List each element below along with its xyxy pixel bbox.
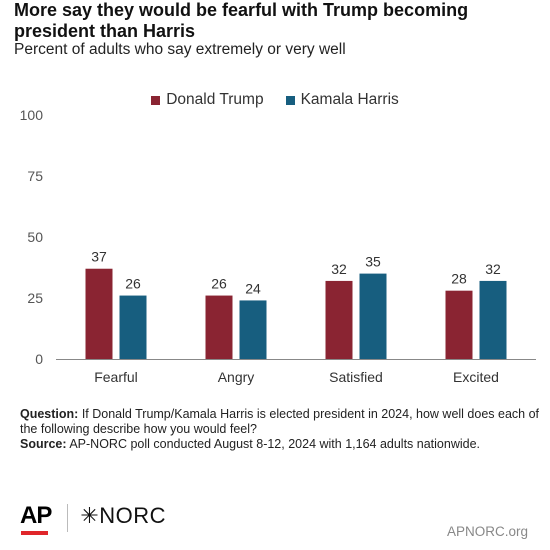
bar-value-label: 24 — [245, 280, 261, 296]
bar-value-label: 26 — [125, 276, 141, 292]
legend-label-harris: Kamala Harris — [300, 91, 399, 108]
y-tick-label: 25 — [27, 290, 43, 306]
footer-logos: AP ✳NORC — [20, 502, 166, 536]
bar-value-label: 32 — [485, 261, 501, 277]
ap-logo: AP — [20, 502, 52, 535]
source-label: Source: — [20, 437, 67, 451]
question-label: Question: — [20, 407, 79, 421]
site-url: APNORC.org — [446, 524, 528, 539]
bar-value-label: 28 — [451, 271, 467, 287]
x-tick-label: Angry — [218, 369, 255, 385]
legend-label-trump: Donald Trump — [166, 91, 264, 108]
source-text: AP-NORC poll conducted August 8-12, 2024… — [69, 437, 481, 451]
bar-value-label: 37 — [91, 249, 107, 265]
chart-note: Question: If Donald Trump/Kamala Harris … — [20, 407, 540, 452]
legend-swatch-trump — [151, 95, 161, 105]
y-tick-label: 50 — [27, 229, 43, 245]
legend: Donald Trump Kamala Harris — [0, 91, 550, 109]
y-tick-label: 0 — [35, 351, 43, 367]
bar-chart: 0 25 50 75 100 37 26 26 24 32 35 28 32 Fearful Angry… — [20, 107, 536, 385]
bar — [325, 280, 353, 359]
x-tick-label: Satisfied — [329, 369, 383, 385]
y-tick-label: 100 — [20, 107, 44, 123]
bar — [445, 290, 473, 359]
bar — [479, 280, 507, 359]
x-tick-label: Excited — [453, 369, 499, 385]
chart-title: More say they would be fearful with Trum… — [14, 0, 469, 41]
ap-logo-bar — [21, 531, 48, 535]
bars: 37 26 26 24 32 35 28 32 — [85, 249, 507, 359]
chart-subtitle: Percent of adults who say extremely or v… — [14, 41, 346, 58]
bar — [119, 295, 147, 359]
legend-item-harris: Kamala Harris — [285, 91, 399, 109]
y-tick-label: 75 — [27, 168, 43, 184]
bar — [205, 295, 233, 359]
bar-value-label: 35 — [365, 254, 381, 270]
bar — [85, 268, 113, 359]
bar-value-label: 32 — [331, 261, 347, 277]
legend-item-trump: Donald Trump — [151, 91, 264, 109]
source-note: Source: AP-NORC poll conducted August 8-… — [20, 437, 540, 452]
question-note: Question: If Donald Trump/Kamala Harris … — [20, 407, 540, 437]
logo-divider — [67, 504, 69, 532]
x-axis: Fearful Angry Satisfied Excited — [56, 359, 536, 385]
legend-swatch-harris — [285, 95, 295, 105]
y-axis: 0 25 50 75 100 — [20, 107, 44, 367]
norc-logo: ✳NORC — [80, 503, 167, 528]
question-text: If Donald Trump/Kamala Harris is elected… — [20, 407, 540, 436]
bar — [239, 300, 267, 359]
bar — [359, 273, 387, 359]
x-tick-label: Fearful — [94, 369, 138, 385]
bar-value-label: 26 — [211, 276, 227, 292]
ap-logo-text: AP — [20, 502, 52, 529]
